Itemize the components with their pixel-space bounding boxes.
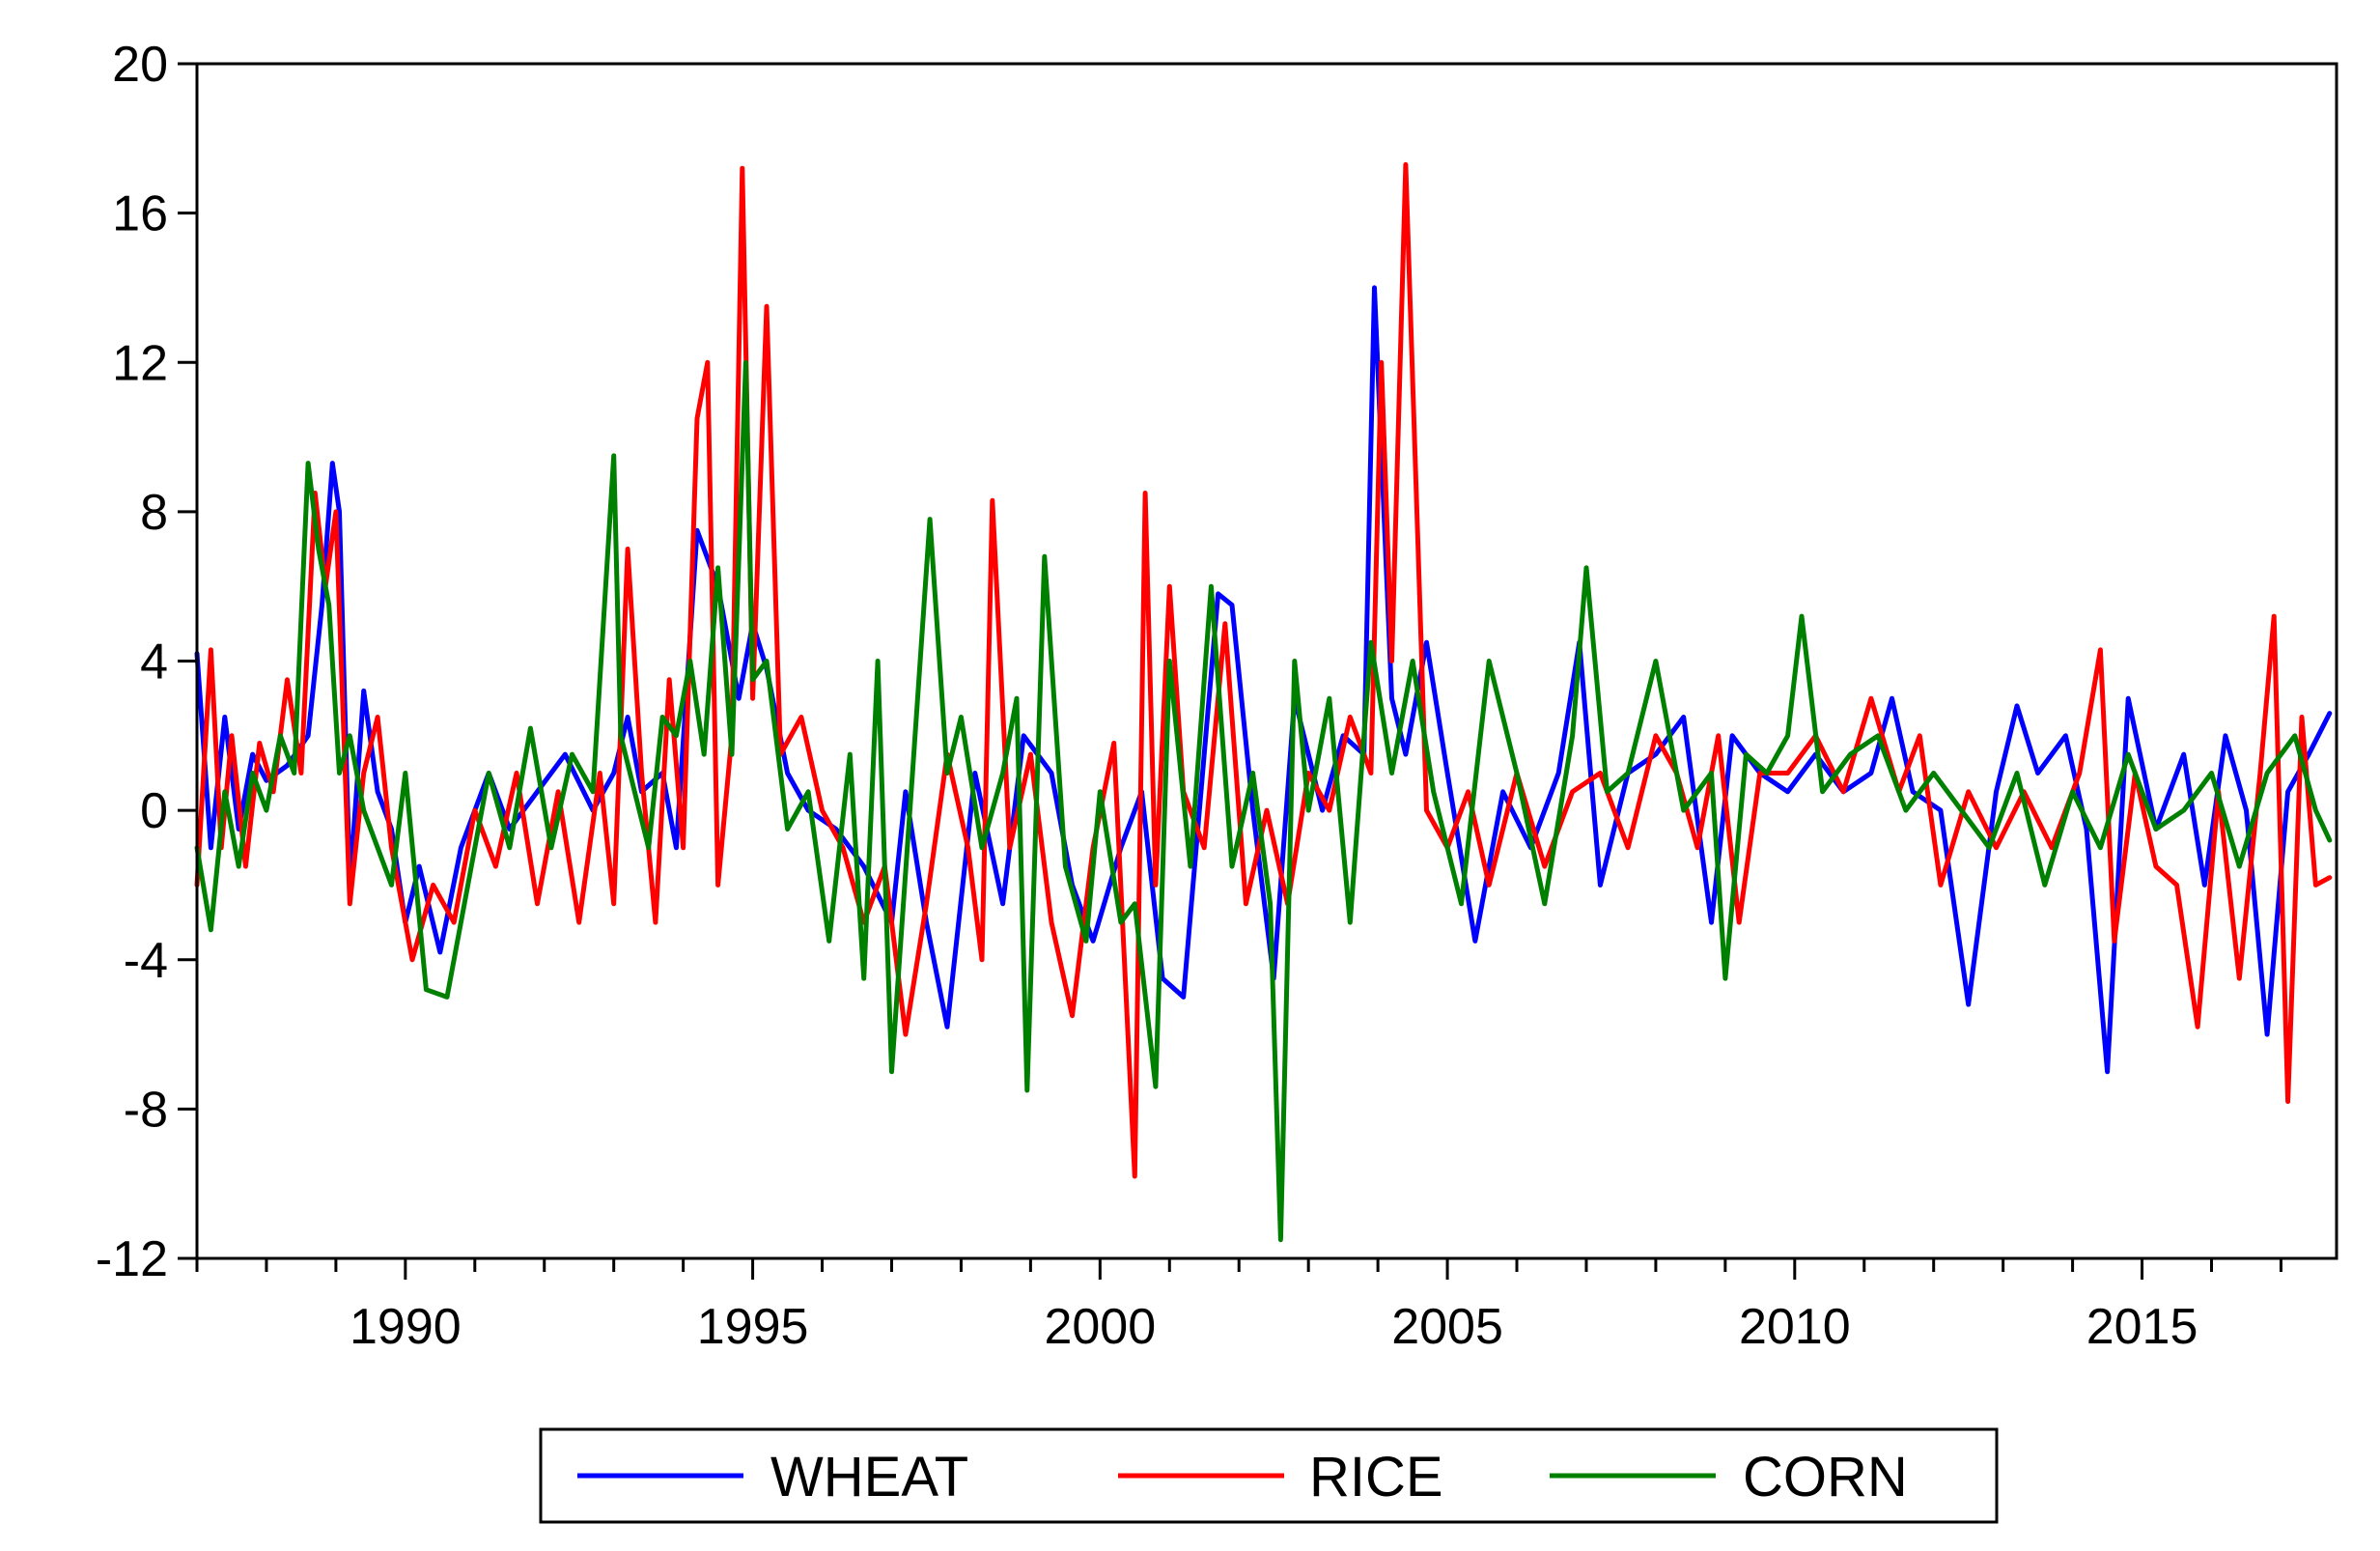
y-tick-label: -8 — [124, 1082, 168, 1138]
series-line-wheat — [194, 285, 2333, 1075]
legend-label-rice: RICE — [1309, 1446, 1443, 1509]
y-tick-label: 12 — [112, 335, 168, 391]
series-line-rice — [194, 161, 2333, 1179]
y-tick-label: 16 — [112, 186, 168, 242]
x-tick-label: 1995 — [697, 1299, 809, 1355]
y-tick-label: -12 — [96, 1231, 168, 1287]
legend: WHEAT RICE CORN — [539, 1427, 1999, 1524]
legend-label-wheat: WHEAT — [770, 1446, 968, 1509]
y-tick-label: -4 — [124, 933, 168, 989]
x-tick-label: 1990 — [350, 1299, 462, 1355]
y-tick-label: 20 — [112, 37, 168, 93]
y-tick-label: 0 — [140, 783, 168, 839]
y-tick-label: 8 — [140, 485, 168, 541]
x-tick-label: 2010 — [1739, 1299, 1851, 1355]
series-line-corn — [194, 359, 2333, 1243]
x-axis: 1990 1995 2000 2005 2010 2015 — [195, 1258, 2282, 1355]
x-tick-label: 2015 — [2086, 1299, 2198, 1355]
y-tick-label: 4 — [140, 634, 168, 691]
x-tick-label: 2000 — [1044, 1299, 1156, 1355]
legend-label-corn: CORN — [1743, 1446, 1908, 1509]
series-layer — [194, 161, 2333, 1243]
x-tick-label: 2005 — [1391, 1299, 1503, 1355]
y-axis: 20 16 12 8 4 0 -4 -8 -12 — [96, 37, 197, 1287]
